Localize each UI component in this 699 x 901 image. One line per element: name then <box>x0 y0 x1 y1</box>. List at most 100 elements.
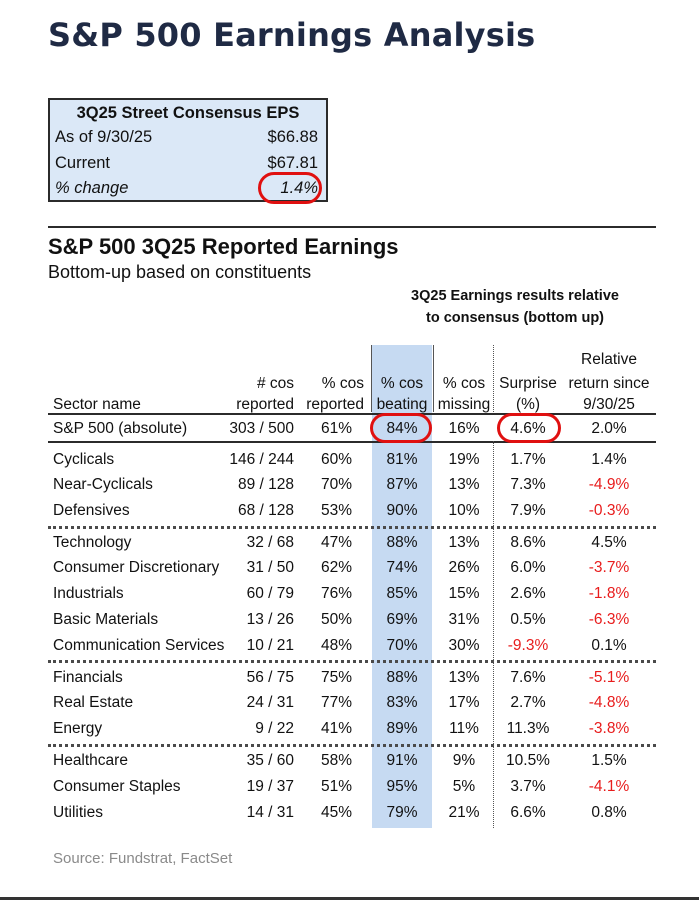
pct-beating-cell: 84% <box>386 420 418 437</box>
pct-beating-cell: 88% <box>386 669 418 686</box>
pct-reported-cell: 62% <box>320 559 352 576</box>
relative-return-cell: -6.3% <box>588 611 630 628</box>
pct-reported-cell: 77% <box>320 694 352 711</box>
pct-missing-cell: 10% <box>448 502 480 519</box>
pct-reported-cell: 45% <box>320 804 352 821</box>
surprise-cell: 0.5% <box>510 611 546 628</box>
pct-beating-cell: 85% <box>386 585 418 602</box>
relative-return-cell: 0.8% <box>591 804 627 821</box>
relative-return-cell: -1.8% <box>588 585 630 602</box>
header-cos-reported-1: # cos <box>256 375 294 392</box>
cos-reported-cell: 89 / 128 <box>237 476 294 493</box>
cos-reported-cell: 31 / 50 <box>246 559 294 576</box>
relative-return-cell: 2.0% <box>591 420 627 437</box>
pct-missing-cell: 21% <box>448 804 480 821</box>
column-separator <box>493 441 494 828</box>
surprise-cell: 8.6% <box>510 534 546 551</box>
header-pct-beating-2: beating <box>376 396 428 413</box>
pct-missing-cell: 31% <box>448 611 480 628</box>
section-title: S&P 500 3Q25 Reported Earnings <box>48 234 399 259</box>
surprise-cell: 6.6% <box>510 804 546 821</box>
sector-name-cell: Communication Services <box>53 637 225 654</box>
relative-return-cell: 4.5% <box>591 534 627 551</box>
pct-missing-cell: 15% <box>448 585 480 602</box>
surprise-cell: 7.9% <box>510 502 546 519</box>
sector-name-cell: Energy <box>53 720 103 737</box>
pct-missing-cell: 9% <box>452 752 476 769</box>
cos-reported-cell: 68 / 128 <box>237 502 294 519</box>
sector-name-cell: Technology <box>53 534 132 551</box>
section-subtitle: Bottom-up based on constituents <box>48 262 312 282</box>
pct-missing-cell: 13% <box>448 669 480 686</box>
pct-reported-cell: 61% <box>320 420 352 437</box>
pct-reported-cell: 58% <box>320 752 352 769</box>
sector-name-cell: Industrials <box>53 585 124 602</box>
relative-return-cell: -3.7% <box>588 559 630 576</box>
eps-row-value: $66.88 <box>267 128 318 146</box>
pct-beating-cell: 74% <box>386 559 418 576</box>
row-divider <box>48 744 656 747</box>
header-cos-reported-2: reported <box>236 396 294 413</box>
pct-beating-cell: 70% <box>386 637 418 654</box>
column-separator <box>433 345 434 412</box>
pct-beating-cell: 88% <box>386 534 418 551</box>
row-divider <box>48 526 656 529</box>
pct-beating-cell: 91% <box>386 752 418 769</box>
pct-missing-cell: 17% <box>448 694 480 711</box>
cos-reported-cell: 9 / 22 <box>255 720 294 737</box>
section-divider <box>48 226 656 228</box>
cos-reported-cell: 19 / 37 <box>246 778 294 795</box>
pct-missing-cell: 30% <box>448 637 480 654</box>
pct-reported-cell: 50% <box>320 611 352 628</box>
pct-reported-cell: 70% <box>320 476 352 493</box>
header-relative-2: return since <box>568 375 650 392</box>
sector-name-cell: Basic Materials <box>53 611 159 628</box>
consensus-eps-box: 3Q25 Street Consensus EPS As of 9/30/25 … <box>48 98 328 202</box>
pct-reported-cell: 60% <box>320 451 352 468</box>
eps-row-label: As of 9/30/25 <box>55 128 153 146</box>
pct-beating-cell: 89% <box>386 720 418 737</box>
surprise-cell: 3.7% <box>510 778 546 795</box>
header-pct-beating-1: % cos <box>380 375 424 392</box>
header-surprise-1: Surprise <box>499 375 557 392</box>
cos-reported-cell: 35 / 60 <box>246 752 294 769</box>
cos-reported-cell: 10 / 21 <box>246 637 294 654</box>
page-title: S&P 500 Earnings Analysis <box>48 16 536 54</box>
surprise-cell: 1.7% <box>510 451 546 468</box>
eps-row-as-of: As of 9/30/25 $66.88 <box>55 128 318 150</box>
pct-reported-cell: 51% <box>320 778 352 795</box>
sector-name-cell: Healthcare <box>53 752 128 769</box>
pct-missing-cell: 26% <box>448 559 480 576</box>
header-surprise-2: (%) <box>515 396 541 413</box>
sector-name-cell: Defensives <box>53 502 130 519</box>
pct-missing-cell: 5% <box>452 778 476 795</box>
column-separator <box>371 345 372 412</box>
cos-reported-cell: 32 / 68 <box>246 534 294 551</box>
pct-reported-cell: 53% <box>320 502 352 519</box>
eps-box-heading: 3Q25 Street Consensus EPS <box>76 104 300 122</box>
header-pct-reported-2: reported <box>306 396 364 413</box>
relative-return-cell: -0.3% <box>588 502 630 519</box>
sector-name-cell: Near-Cyclicals <box>53 476 153 493</box>
relative-return-cell: -4.8% <box>588 694 630 711</box>
surprise-cell: 2.7% <box>510 694 546 711</box>
sector-name-cell: Financials <box>53 669 123 686</box>
pct-missing-cell: 16% <box>448 420 480 437</box>
pct-missing-cell: 13% <box>448 476 480 493</box>
cos-reported-cell: 14 / 31 <box>246 804 294 821</box>
surprise-cell: 6.0% <box>510 559 546 576</box>
banner-line-2: to consensus (bottom up) <box>425 310 604 326</box>
relative-return-cell: -3.8% <box>588 720 630 737</box>
surprise-cell: 7.3% <box>510 476 546 493</box>
eps-row-pct-change: % change 1.4% <box>55 179 318 201</box>
cos-reported-cell: 13 / 26 <box>246 611 294 628</box>
pct-beating-cell: 81% <box>386 451 418 468</box>
sector-name-cell: Utilities <box>53 804 103 821</box>
source-note: Source: Fundstrat, FactSet <box>53 850 233 867</box>
sector-name-cell: Cyclicals <box>53 451 115 468</box>
row-divider <box>48 413 656 415</box>
beating-column-highlight <box>372 345 432 828</box>
eps-row-value: $67.81 <box>267 154 318 172</box>
row-divider <box>48 441 656 443</box>
pct-missing-cell: 13% <box>448 534 480 551</box>
